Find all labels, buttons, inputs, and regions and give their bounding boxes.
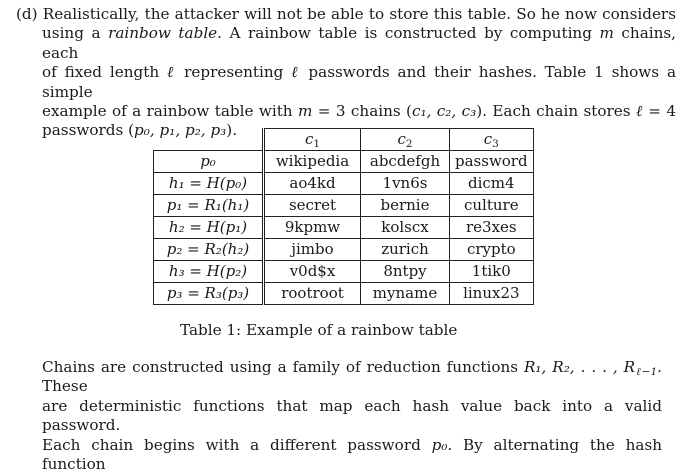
intro-text-4c: ). Each chain stores (476, 102, 636, 121)
intro-text-1: Realistically, the attacker will not be … (42, 5, 676, 23)
item-label: (d) (16, 5, 38, 23)
row-label: p₃ = R₃(p₃) (153, 282, 265, 305)
table-cell-c1: rootroot (263, 282, 361, 305)
column-header-c3-base: c (483, 130, 493, 148)
column-header-c3: c3 (449, 128, 534, 151)
math-chains: c₁, c₂, c₃ (411, 102, 477, 121)
chains-line-1: Chains are constructed using a family of… (42, 358, 662, 397)
table-row: h₂ = H(p₁) 9kpmw kolscx re3xes (153, 216, 534, 239)
math-m: m (599, 24, 614, 43)
rainbow-table: c1 c2 c3 p₀ wikipedia abcdefgh password h₁ =… (153, 128, 534, 305)
table-caption: Table 1: Example of a rainbow table (180, 321, 458, 339)
column-header-c2: c2 (360, 128, 450, 151)
clipped-text-fragment (42, 421, 662, 427)
intro-text-3c: passwords and their hashes. Table 1 show… (42, 63, 676, 101)
intro-text-2c: chains, each (42, 24, 677, 62)
table-cell-c1: jimbo (263, 238, 361, 261)
math-reduction-functions: R₁, R₂, . . . , R (523, 358, 636, 376)
chains-paragraph: Chains are constructed using a family of… (42, 358, 662, 474)
intro-text-2b: . A rainbow table is constructed by comp… (217, 24, 600, 43)
chains-text-3a: Each chain begins with a different passw… (42, 435, 432, 454)
row-label: p₁ = R₁(h₁) (153, 194, 265, 217)
row-label: h₁ = H(p₀) (153, 172, 265, 195)
intro-text-4a: example of a rainbow table with (42, 102, 298, 121)
math-m-2: m (297, 102, 313, 121)
intro-line-2: using a rainbow table. A rainbow table i… (16, 24, 676, 63)
table-cell-c3: password (449, 150, 534, 173)
table-row: p₂ = R₂(h₂) jimbo zurich crypto (153, 238, 534, 261)
math-p0: p₀ (431, 435, 448, 454)
chains-text-1a: Chains are constructed using a family of… (42, 358, 524, 376)
rainbow-table-term: rainbow table (108, 24, 218, 43)
intro-text-4b: = 3 chains ( (312, 102, 412, 121)
row-label: h₃ = H(p₂) (153, 260, 265, 283)
math-ell-minus-one: ℓ−1 (635, 366, 658, 378)
table-cell-c1: v0d$x (263, 260, 361, 283)
table-cell-c1: secret (263, 194, 361, 217)
table-cell-c3: re3xes (449, 216, 534, 239)
rainbow-table-figure: c1 c2 c3 p₀ wikipedia abcdefgh password h₁ =… (153, 128, 534, 305)
row-label: p₂ = R₂(h₂) (153, 238, 265, 261)
table-cell-c2: bernie (360, 194, 450, 217)
intro-line-4: example of a rainbow table with m = 3 ch… (16, 102, 676, 121)
chains-line-2: are deterministic functions that map eac… (42, 396, 662, 435)
table-cell-c2: zurich (360, 238, 450, 261)
column-header-c3-sub: 3 (492, 138, 499, 150)
chains-text-1b: . These (42, 358, 662, 396)
table-row: p₀ wikipedia abcdefgh password (153, 150, 534, 173)
table-corner (153, 128, 265, 151)
column-header-c1-sub: 1 (313, 138, 321, 150)
table-cell-c3: 1tik0 (449, 260, 534, 283)
table-cell-c3: dicm4 (449, 172, 534, 195)
row-label: h₂ = H(p₁) (153, 216, 265, 239)
table-cell-c3: linux23 (449, 282, 534, 305)
intro-text-5a: passwords ( (42, 121, 135, 140)
table-cell-c2: 1vn6s (360, 172, 450, 195)
table-row: h₃ = H(p₂) v0d$x 8ntpy 1tik0 (153, 260, 534, 283)
clipped-next-line (42, 421, 662, 427)
table-cell-c1: wikipedia (263, 150, 361, 173)
math-ell: ℓ (166, 63, 177, 82)
table-row: h₁ = H(p₀) ao4kd 1vn6s dicm4 (153, 172, 534, 195)
table-header-row: c1 c2 c3 (153, 128, 534, 151)
table-cell-c3: crypto (449, 238, 534, 261)
table-cell-c1: 9kpmw (263, 216, 361, 239)
table-cell-c3: culture (449, 194, 534, 217)
table-cell-c2: myname (360, 282, 450, 305)
intro-text-3b: representing (176, 63, 292, 82)
intro-line-3: of fixed length ℓ representing ℓ passwor… (16, 63, 676, 102)
intro-line-1: (d) Realistically, the attacker will not… (16, 5, 676, 24)
column-header-c1-base: c (304, 130, 314, 148)
column-header-c2-sub: 2 (405, 138, 413, 150)
table-cell-c2: kolscx (360, 216, 450, 239)
table-row: p₁ = R₁(h₁) secret bernie culture (153, 194, 534, 217)
table-row: p₃ = R₃(p₃) rootroot myname linux23 (153, 282, 534, 305)
column-header-c2-base: c (397, 130, 406, 148)
intro-text-2a: using a (42, 24, 109, 43)
intro-text-4d: = 4 (642, 102, 677, 121)
math-ell-2: ℓ (291, 63, 301, 82)
table-cell-c2: abcdefgh (360, 150, 450, 173)
column-header-c1: c1 (263, 128, 361, 151)
chains-line-3: Each chain begins with a different passw… (42, 436, 662, 474)
table-cell-c1: ao4kd (263, 172, 361, 195)
math-ell-3: ℓ (635, 102, 643, 121)
intro-text-3a: of fixed length (42, 63, 167, 82)
row-label: p₀ (153, 150, 265, 173)
table-cell-c2: 8ntpy (360, 260, 450, 283)
intro-paragraph: (d) Realistically, the attacker will not… (16, 5, 676, 141)
